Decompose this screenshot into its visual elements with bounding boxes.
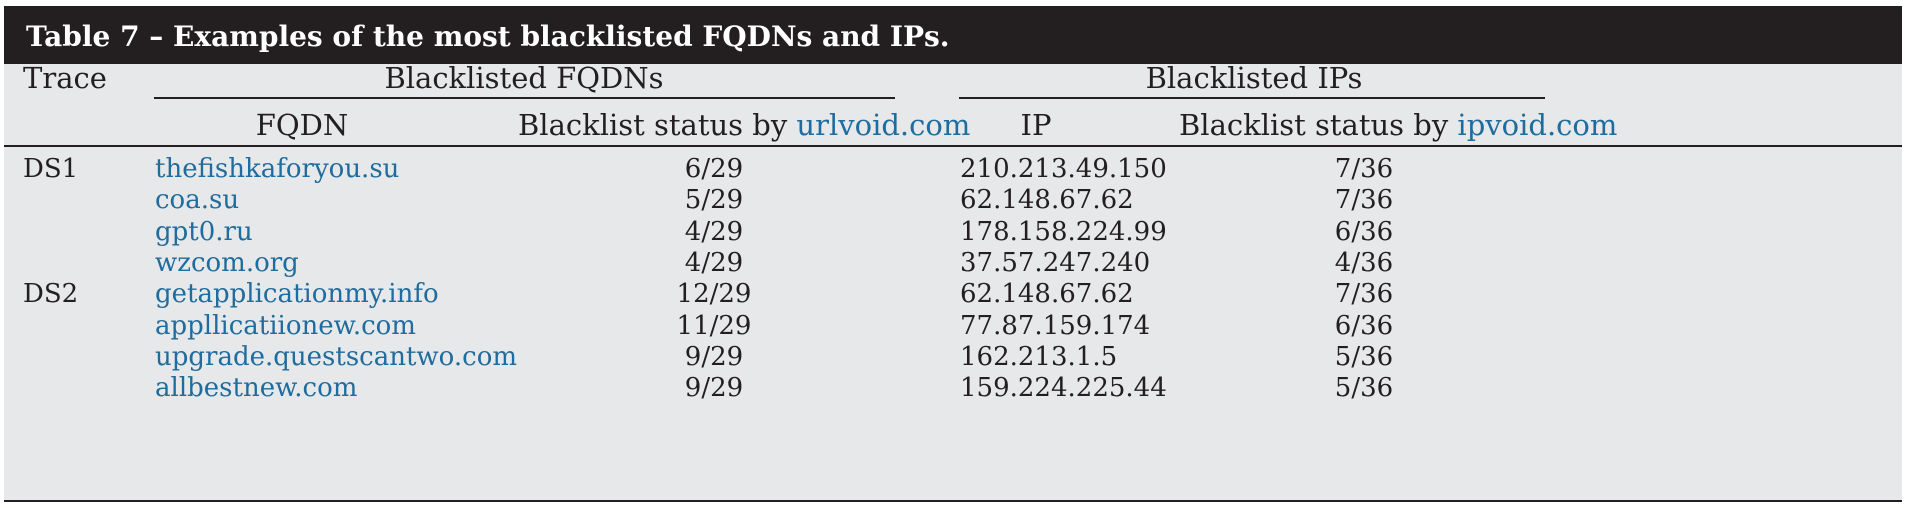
fqdn-cell[interactable]: thefishkaforyou.su	[155, 154, 400, 184]
header-fqdn-status-prefix: Blacklist status by	[518, 108, 797, 142]
table-container: Table 7 – Examples of the most blacklist…	[4, 6, 1902, 502]
header-fqdn-status: Blacklist status by urlvoid.com	[518, 109, 970, 141]
ip-status-cell: 5/36	[1334, 341, 1394, 372]
ip-cell: 162.213.1.5	[960, 341, 1118, 372]
ip-cell: 77.87.159.174	[960, 310, 1151, 341]
ip-cell: 210.213.49.150	[960, 154, 1167, 184]
fqdn-status-cell: 11/29	[676, 310, 752, 341]
fqdn-status-cell: 4/29	[684, 216, 744, 247]
header-ip-status-prefix: Blacklist status by	[1179, 108, 1458, 142]
ipvoid-link[interactable]: ipvoid.com	[1457, 108, 1618, 142]
trace-cell: DS1	[23, 154, 79, 184]
trace-cell: DS2	[23, 279, 79, 310]
fqdn-status-cell: 6/29	[684, 154, 744, 184]
fqdn-status-cell: 12/29	[676, 279, 752, 310]
ip-status-cell: 5/36	[1334, 373, 1394, 404]
ip-status-cell: 6/36	[1334, 310, 1394, 341]
header-fqdn: FQDN	[255, 108, 349, 142]
header-group-fqdn: Blacklisted FQDNs	[384, 61, 664, 95]
header-ip-status: Blacklist status by ipvoid.com	[1179, 109, 1617, 141]
fqdn-status-cell: 9/29	[684, 341, 744, 372]
ip-status-cell: 7/36	[1334, 279, 1394, 310]
header-ip: IP	[1020, 108, 1052, 142]
header-bottom-rule	[4, 145, 1902, 147]
ip-cell: 178.158.224.99	[960, 216, 1167, 247]
group-fqdn-rule	[154, 97, 895, 99]
ip-cell: 159.224.225.44	[960, 373, 1167, 404]
ip-status-cell: 6/36	[1334, 216, 1394, 247]
fqdn-cell[interactable]: coa.su	[155, 185, 240, 216]
ip-cell: 62.148.67.62	[960, 279, 1134, 310]
header-trace: Trace	[23, 61, 107, 95]
ip-cell: 62.148.67.62	[960, 185, 1134, 216]
ip-cell: 37.57.247.240	[960, 247, 1151, 278]
table-title-bar: Table 7 – Examples of the most blacklist…	[4, 6, 1902, 64]
fqdn-cell[interactable]: allbestnew.com	[155, 373, 358, 404]
fqdn-status-cell: 4/29	[684, 247, 744, 278]
ip-status-cell: 7/36	[1334, 154, 1394, 184]
table-bottom-rule	[4, 500, 1902, 502]
table-title: Table 7 – Examples of the most blacklist…	[26, 20, 950, 53]
group-ip-rule	[959, 97, 1545, 99]
ip-status-cell: 7/36	[1334, 185, 1394, 216]
fqdn-status-cell: 5/29	[684, 185, 744, 216]
fqdn-cell[interactable]: gpt0.ru	[155, 216, 253, 247]
fqdn-cell[interactable]: wzcom.org	[155, 247, 299, 278]
fqdn-cell[interactable]: appllicatiionew.com	[155, 310, 416, 341]
ip-status-cell: 4/36	[1334, 247, 1394, 278]
fqdn-cell[interactable]: upgrade.questscantwo.com	[155, 341, 518, 372]
fqdn-status-cell: 9/29	[684, 373, 744, 404]
fqdn-cell[interactable]: getapplicationmy.info	[155, 279, 439, 310]
header-group-ip: Blacklisted IPs	[1145, 61, 1363, 95]
urlvoid-link[interactable]: urlvoid.com	[796, 108, 971, 142]
